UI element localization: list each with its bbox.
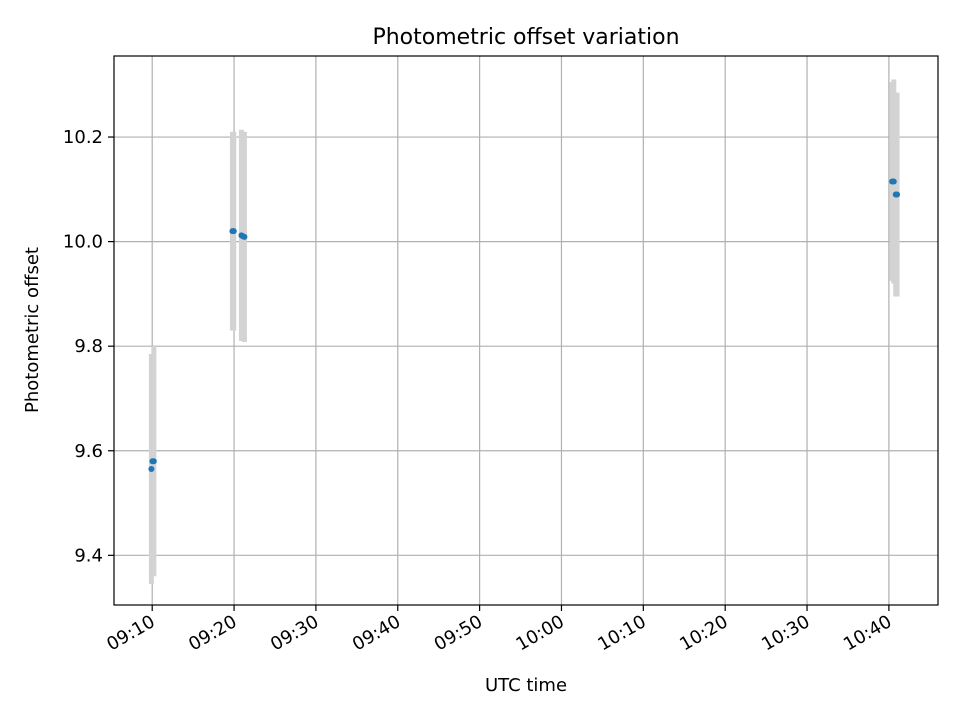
- y-tick-label: 9.4: [74, 545, 103, 566]
- y-tick-label: 10.0: [63, 232, 103, 253]
- y-axis-label: Photometric offset: [22, 247, 43, 413]
- data-point: [230, 228, 237, 235]
- data-point: [241, 233, 248, 240]
- data-point: [894, 191, 901, 198]
- data-point: [148, 466, 155, 473]
- y-tick-label: 9.8: [74, 336, 103, 357]
- data-points: [148, 178, 901, 473]
- x-axis-label: UTC time: [485, 675, 567, 696]
- chart-title: Photometric offset variation: [372, 25, 679, 50]
- plot-frame: [113, 55, 939, 606]
- y-tick-label: 10.2: [63, 127, 103, 148]
- y-tick-label: 9.6: [74, 441, 103, 462]
- data-point: [890, 178, 897, 185]
- grid: [114, 56, 938, 605]
- data-point: [150, 458, 157, 465]
- plot-area: [114, 56, 938, 605]
